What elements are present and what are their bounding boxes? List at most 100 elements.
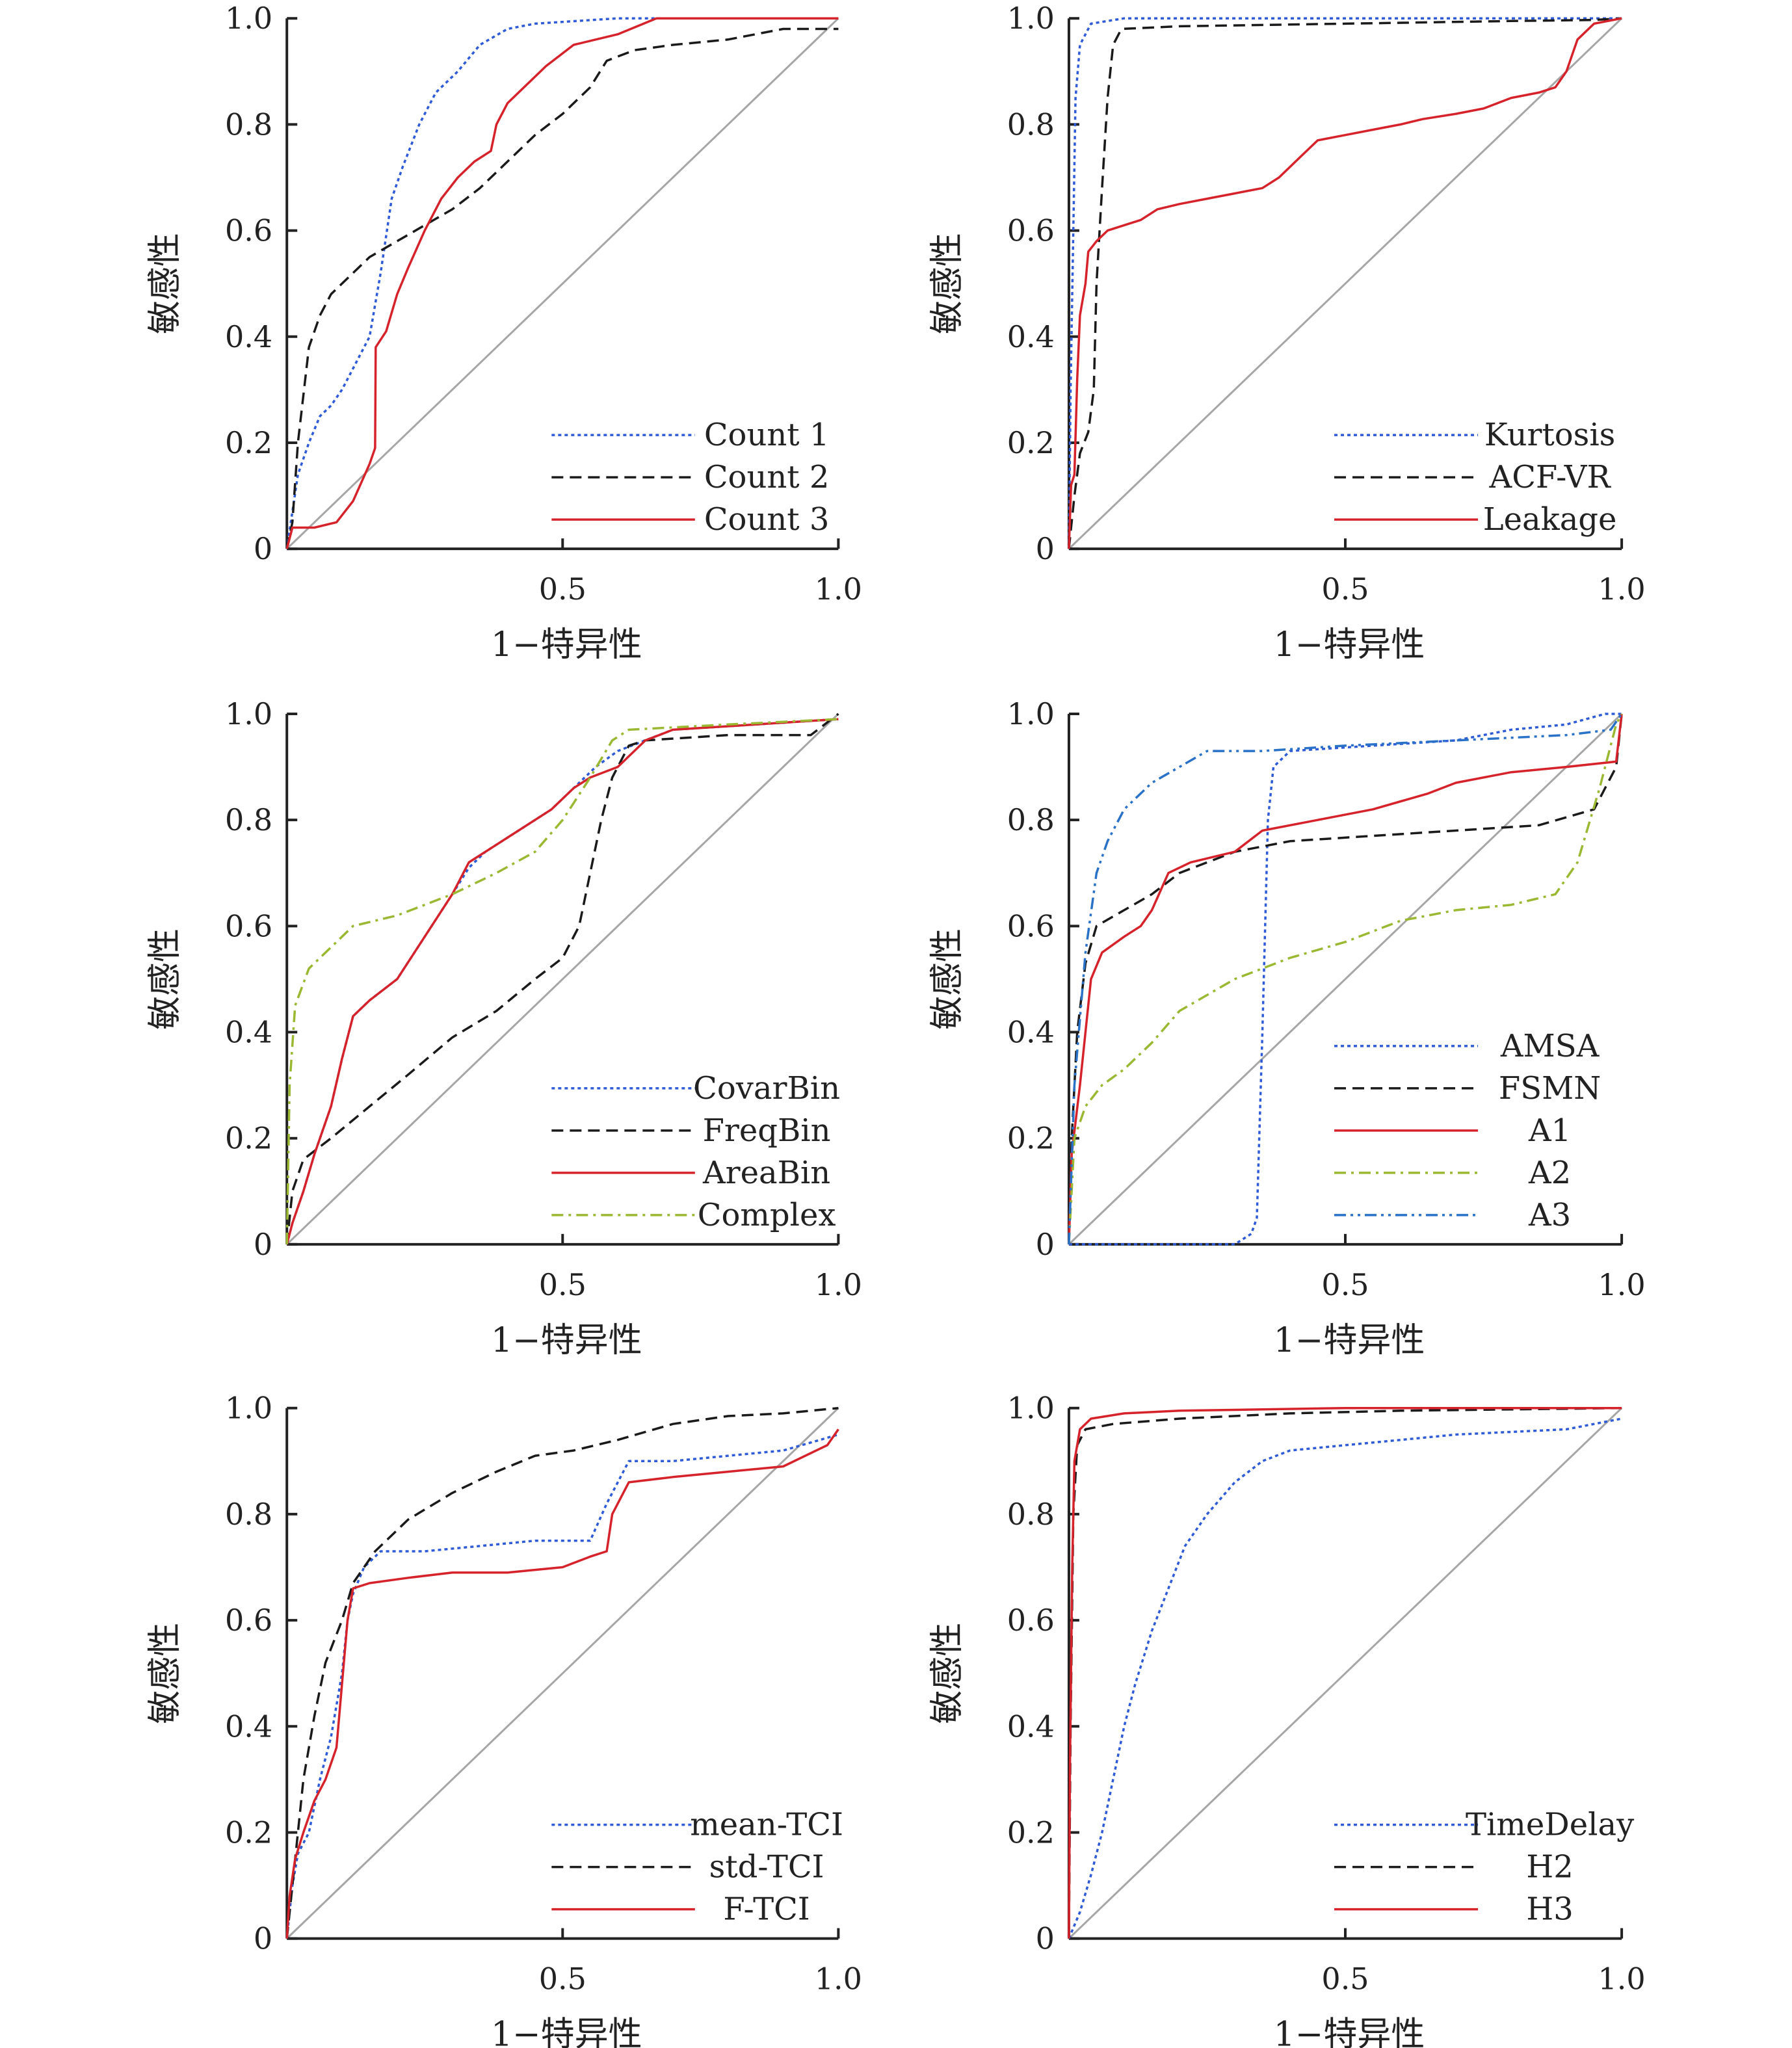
roc-curve-acf-vr <box>1068 17 1622 549</box>
y-tick-label: 0.8 <box>225 1497 272 1532</box>
y-tick-label: 0.6 <box>1007 908 1055 943</box>
roc-panel-2: 0 0.2 0.4 0.6 0.8 1.0 0.5 1.0 1−特异性 敏感性 Kurtosis AC… <box>928 1 1646 664</box>
legend-label: Count 1 <box>704 417 830 453</box>
x-tick-label: 0.5 <box>1321 1267 1369 1302</box>
y-axis-title: 敏感性 <box>928 1623 967 1724</box>
x-tick-label: 1.0 <box>1598 571 1646 607</box>
roc-curve-a3 <box>1068 713 1623 1244</box>
roc-curve-kurtosis <box>1068 17 1622 549</box>
roc-curve-count-3 <box>285 17 839 549</box>
y-tick-label: 0.4 <box>225 1015 272 1050</box>
y-axis-title: 敏感性 <box>928 233 967 334</box>
roc-panel-4: 0 0.2 0.4 0.6 0.8 1.0 0.5 1.0 1−特异性 敏感性 AMSA FSMN A1… <box>928 696 1646 1360</box>
y-tick-label: 0 <box>1036 531 1055 566</box>
roc-panel-6: 0 0.2 0.4 0.6 0.8 1.0 0.5 1.0 1−特异性 敏感性 TimeDelay H… <box>928 1391 1646 2048</box>
y-tick-label: 0.4 <box>225 319 272 354</box>
legend-label: H3 <box>1526 1891 1573 1928</box>
y-tick-label: 0.8 <box>225 802 272 837</box>
x-tick-label: 1.0 <box>1598 1962 1646 1997</box>
legend: TimeDelay H2 H3 <box>1334 1807 1634 1928</box>
y-tick-label: 0.6 <box>1007 1603 1055 1638</box>
y-tick-label: 0.4 <box>1007 319 1055 354</box>
y-tick-label: 0 <box>1036 1921 1055 1956</box>
y-axis-title: 敏感性 <box>146 928 185 1030</box>
legend-label: CovarBin <box>693 1070 840 1107</box>
y-tick-label: 0 <box>254 1227 272 1262</box>
x-tick-label: 0.5 <box>1321 571 1369 607</box>
y-tick-label: 0.2 <box>225 1815 272 1850</box>
y-tick-label: 0.4 <box>1007 1015 1055 1050</box>
y-tick-label: 0.2 <box>1007 425 1055 460</box>
y-tick-label: 0 <box>254 531 272 566</box>
y-tick-label: 1.0 <box>225 1 272 36</box>
x-tick-label: 0.5 <box>539 571 586 607</box>
y-tick-label: 0.8 <box>225 107 272 142</box>
y-tick-label: 0 <box>1036 1227 1055 1262</box>
y-tick-label: 0.4 <box>1007 1709 1055 1744</box>
y-tick-label: 0.8 <box>1007 802 1055 837</box>
roc-curve-mean-tci <box>285 1433 839 1939</box>
roc-panel-5: 0 0.2 0.4 0.6 0.8 1.0 0.5 1.0 1−特异性 敏感性 mean-TCI st… <box>146 1391 862 2048</box>
y-tick-label: 0.2 <box>225 425 272 460</box>
legend-label: A1 <box>1528 1112 1571 1149</box>
legend-label: std-TCI <box>709 1849 824 1885</box>
chance-diagonal <box>286 1407 839 1939</box>
legend: Count 1 Count 2 Count 3 <box>551 417 829 538</box>
x-axis-title: 1−特异性 <box>491 625 642 664</box>
roc-curve-areabin <box>285 718 839 1245</box>
x-tick-label: 1.0 <box>1598 1267 1646 1302</box>
roc-curve-f-tci <box>285 1428 839 1939</box>
legend-label: Count 2 <box>704 459 830 495</box>
chance-diagonal <box>1068 18 1623 550</box>
legend-label: FSMN <box>1499 1070 1601 1107</box>
roc-curve-leakage <box>1068 17 1622 549</box>
chance-diagonal <box>286 18 839 550</box>
y-tick-label: 0 <box>254 1921 272 1956</box>
y-tick-label: 0.6 <box>225 1603 272 1638</box>
x-tick-label: 1.0 <box>815 1267 862 1302</box>
y-tick-label: 1.0 <box>225 696 272 731</box>
y-tick-label: 1.0 <box>225 1391 272 1426</box>
y-tick-label: 0.6 <box>225 213 272 248</box>
x-tick-label: 1.0 <box>815 1962 862 1997</box>
legend-label: AreaBin <box>702 1155 830 1191</box>
legend: CovarBin FreqBin AreaBin Complex <box>551 1070 840 1233</box>
y-tick-label: 0.6 <box>225 908 272 943</box>
legend-label: AMSA <box>1500 1028 1600 1064</box>
legend-label: TimeDelay <box>1466 1807 1634 1843</box>
y-tick-label: 0.2 <box>225 1121 272 1156</box>
legend-label: Kurtosis <box>1484 417 1615 453</box>
y-axis-title: 敏感性 <box>146 233 185 334</box>
roc-curve-timedelay <box>1068 1417 1622 1939</box>
chance-diagonal <box>1068 713 1623 1245</box>
legend: AMSA FSMN A1 A2 A3 <box>1334 1028 1601 1233</box>
chance-diagonal <box>1068 1407 1623 1939</box>
y-tick-label: 0.8 <box>1007 1497 1055 1532</box>
x-axis-title: 1−特异性 <box>491 1321 642 1360</box>
y-axis-title: 敏感性 <box>928 928 967 1030</box>
x-tick-label: 1.0 <box>815 571 862 607</box>
x-axis-title: 1−特异性 <box>491 2015 642 2048</box>
legend: mean-TCI std-TCI F-TCI <box>551 1807 843 1928</box>
legend-label: Count 3 <box>704 501 830 538</box>
roc-curve-count-1 <box>285 17 839 549</box>
chance-diagonal <box>286 713 839 1245</box>
y-tick-label: 0.2 <box>1007 1815 1055 1850</box>
y-tick-label: 1.0 <box>1007 696 1055 731</box>
roc-curve-a1 <box>1068 713 1623 1244</box>
x-axis-title: 1−特异性 <box>1274 2015 1425 2048</box>
x-tick-label: 0.5 <box>539 1267 586 1302</box>
x-axis-title: 1−特异性 <box>1274 625 1425 664</box>
legend-label: FreqBin <box>703 1112 831 1149</box>
legend-label: Complex <box>698 1197 836 1233</box>
x-tick-label: 0.5 <box>1321 1962 1369 1997</box>
legend-label: mean-TCI <box>690 1807 843 1843</box>
roc-curve-std-tci <box>285 1406 839 1939</box>
roc-curve-a2 <box>1068 713 1623 1244</box>
legend-label: A3 <box>1528 1197 1571 1233</box>
y-tick-label: 0.6 <box>1007 213 1055 248</box>
y-tick-label: 0.4 <box>225 1709 272 1744</box>
legend-label: F-TCI <box>723 1891 810 1928</box>
legend-label: A2 <box>1528 1155 1571 1191</box>
